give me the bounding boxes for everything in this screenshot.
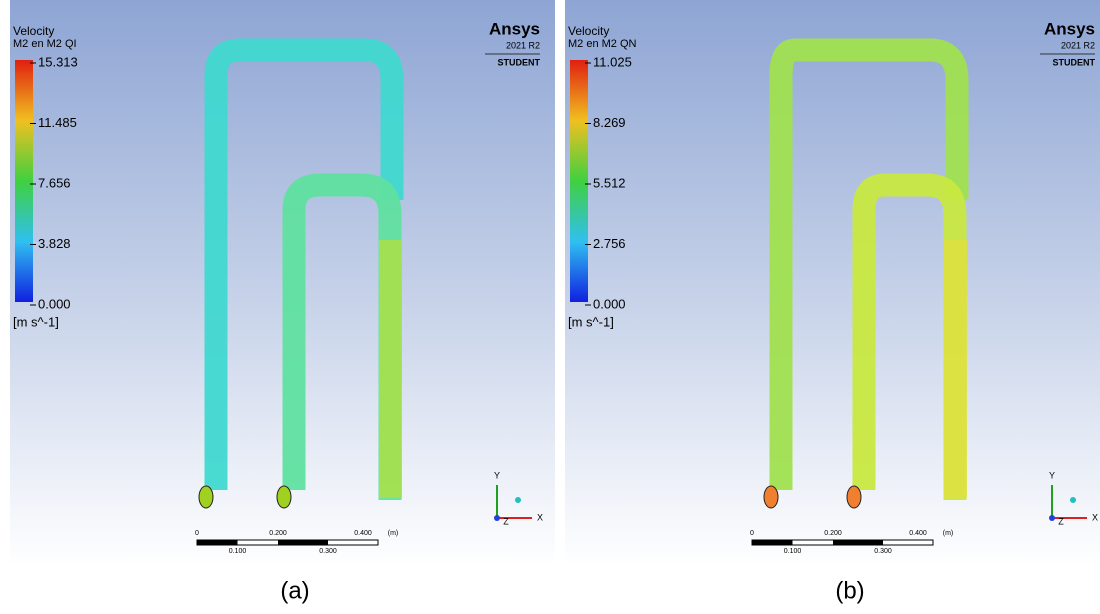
triad-label: X [1092, 512, 1098, 522]
scale-bar [278, 540, 328, 545]
scale-label: 0.400 [354, 530, 372, 537]
axis-z [494, 515, 500, 521]
axis-z [1049, 515, 1055, 521]
scale-label: 0.100 [229, 548, 247, 555]
logo-version: 2021 R2 [506, 40, 540, 50]
legend-tick-label: 8.269 [593, 115, 626, 130]
triad-label: X [537, 512, 543, 522]
pipe [852, 173, 967, 500]
logo-version: 2021 R2 [1061, 40, 1095, 50]
pipe-inlet [276, 485, 292, 509]
triad-dot [1070, 497, 1076, 503]
legend-unit: [m s^-1] [13, 314, 59, 329]
logo-edition: STUDENT [498, 57, 541, 67]
legend-subtitle: M2 en M2 QN [568, 38, 637, 50]
triad-dot [515, 497, 521, 503]
triad-label: Z [1058, 516, 1064, 526]
scale-label: 0.200 [269, 530, 287, 537]
legend-tick-label: 7.656 [38, 175, 71, 190]
color-bar [15, 60, 33, 302]
scale-bar [752, 540, 793, 545]
legend-tick-label: 5.512 [593, 175, 626, 190]
legend-tick-label: 11.025 [593, 54, 632, 69]
pipe-outlet [944, 240, 967, 498]
scale-label: (m) [943, 530, 954, 537]
scale-label: 0 [195, 530, 199, 537]
logo-brand: Ansys [489, 19, 540, 38]
scale-label: 0.400 [909, 530, 927, 537]
scale-bar [833, 540, 883, 545]
legend-tick-label: 0.000 [38, 296, 71, 311]
scale-label: 0.300 [319, 548, 337, 555]
legend-tick-label: 15.313 [38, 54, 78, 69]
triad-label: Z [503, 516, 509, 526]
scale-label: 0.100 [784, 548, 802, 555]
caption: (b) [835, 577, 864, 604]
color-bar [570, 60, 588, 302]
logo-edition: STUDENT [1053, 57, 1096, 67]
pipe-inlet [763, 485, 779, 509]
legend-tick-label: 0.000 [593, 296, 626, 311]
scale-bar [197, 540, 238, 545]
scale-label: (m) [388, 530, 399, 537]
legend-unit: [m s^-1] [568, 314, 614, 329]
pipe-inlet [198, 485, 214, 509]
legend-subtitle: M2 en M2 QI [13, 38, 77, 50]
legend-title: Velocity [568, 24, 609, 38]
triad-label: Y [1049, 470, 1055, 480]
viewport [565, 0, 1100, 566]
pipe-outlet [379, 240, 402, 498]
pipe [769, 38, 969, 490]
pipe-inlet [846, 485, 862, 509]
logo-brand: Ansys [1044, 19, 1095, 38]
caption: (a) [280, 577, 309, 604]
legend-tick-label: 11.485 [38, 115, 77, 130]
scale-label: 0.200 [824, 530, 842, 537]
legend-title: Velocity [13, 24, 54, 38]
pipe [204, 38, 404, 490]
triad-label: Y [494, 470, 500, 480]
legend-tick-label: 3.828 [38, 236, 71, 251]
pipe [282, 173, 402, 500]
legend-tick-label: 2.756 [593, 236, 626, 251]
scale-label: 0 [750, 530, 754, 537]
scale-label: 0.300 [874, 548, 892, 555]
